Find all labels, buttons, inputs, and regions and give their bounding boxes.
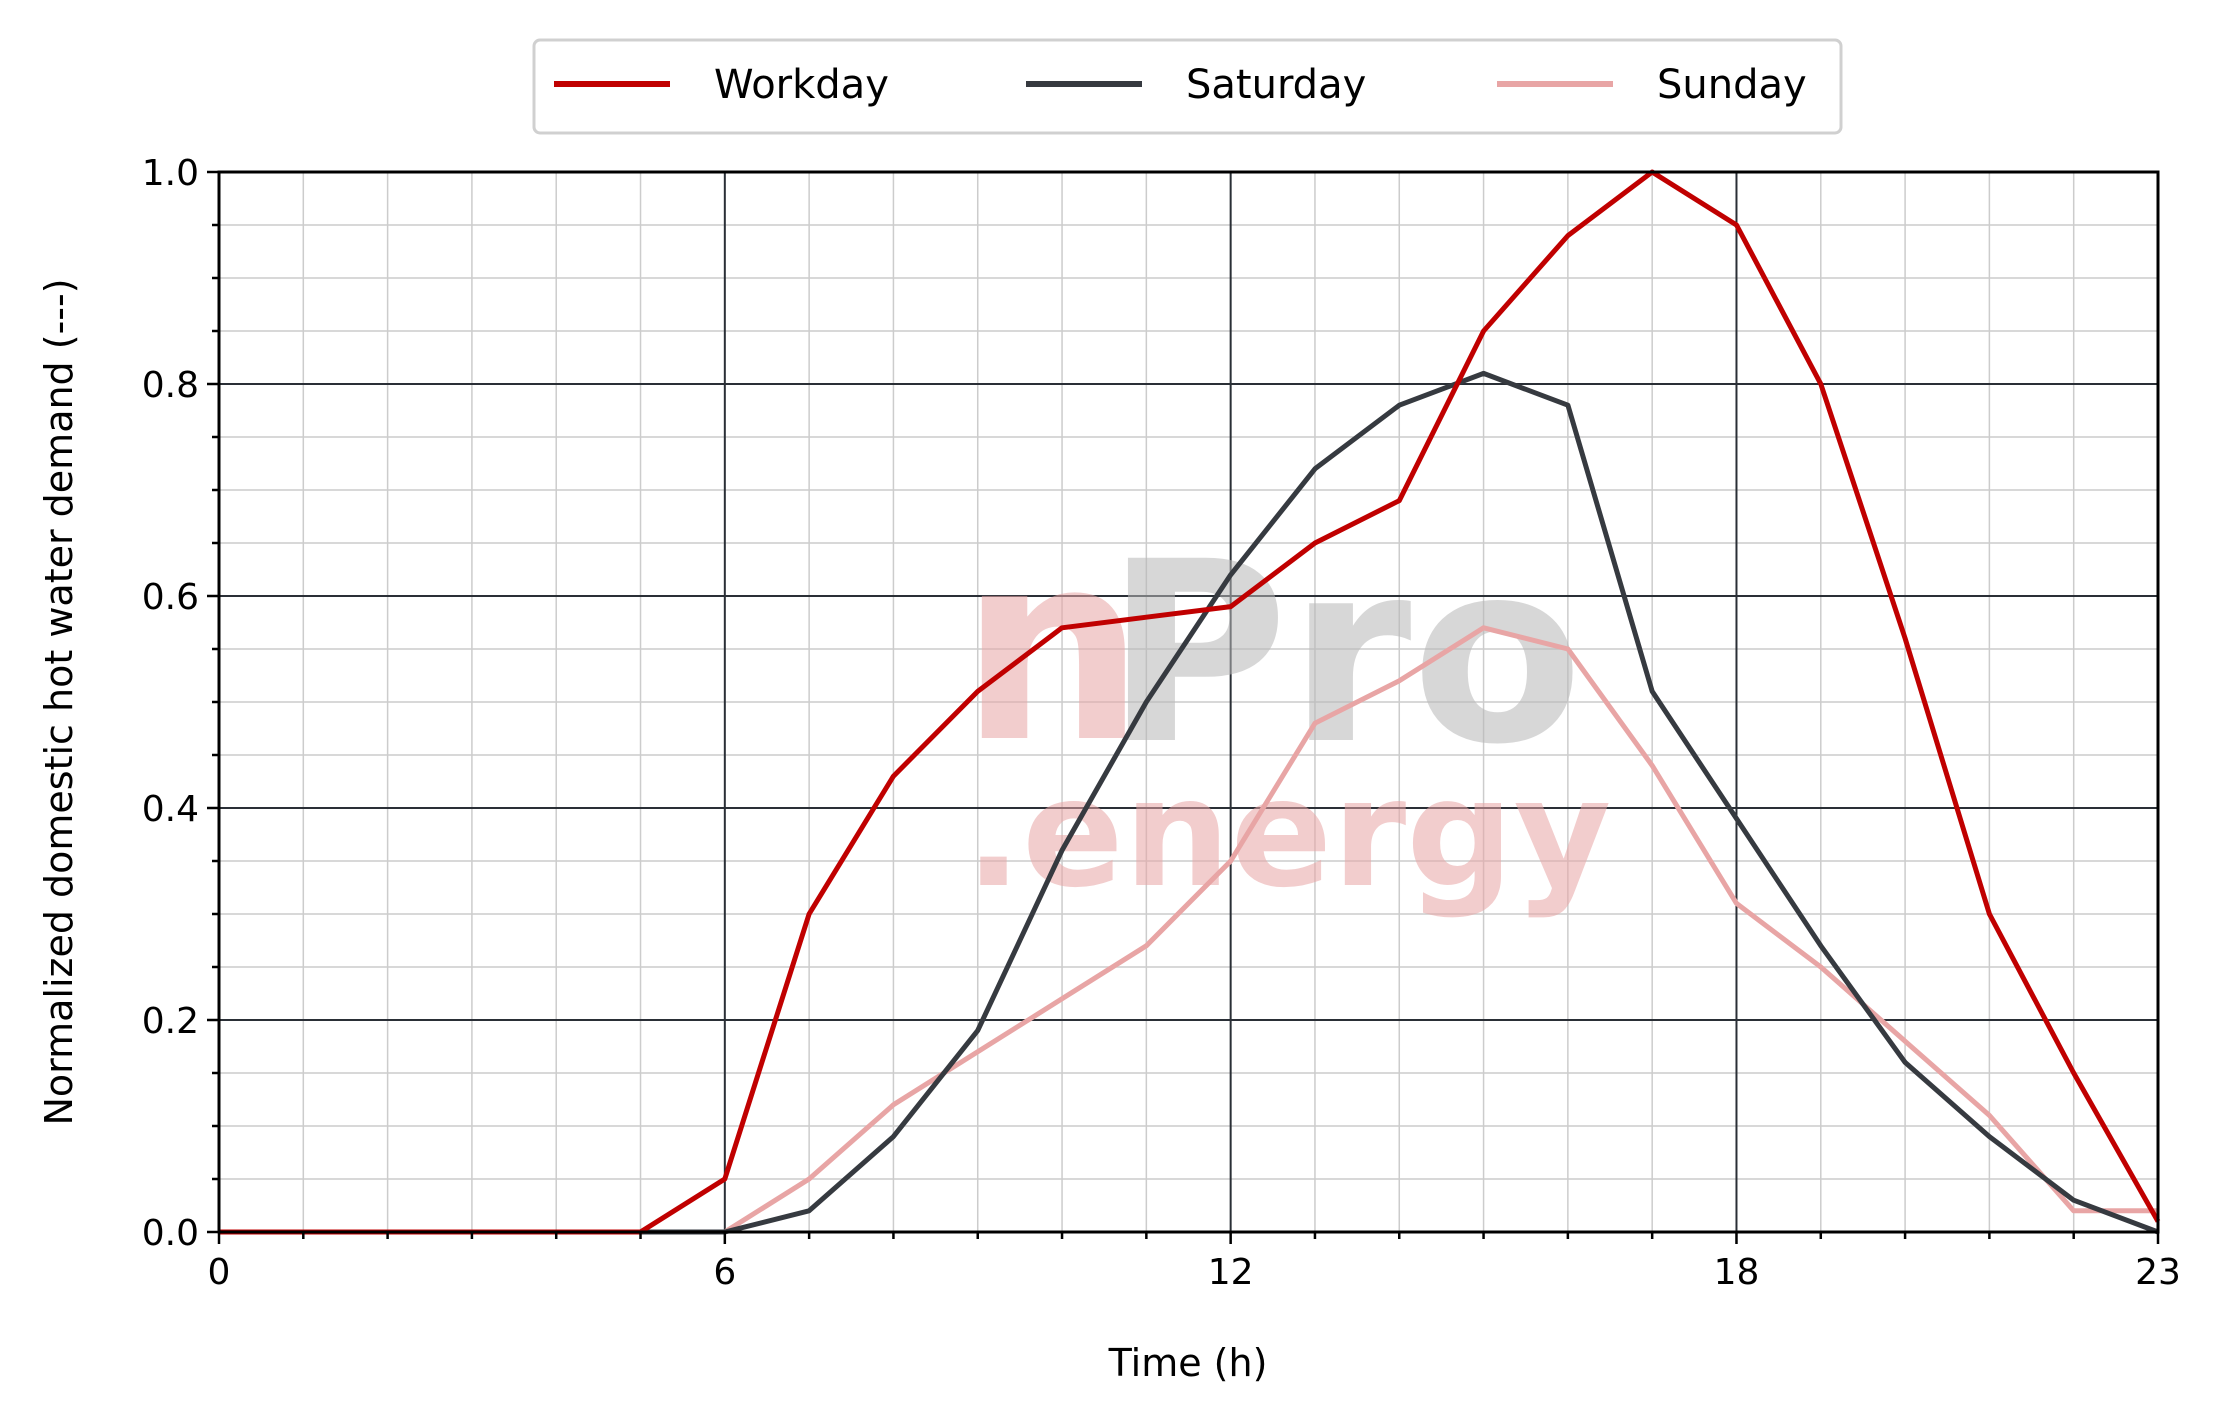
- y-tick-label: 1.0: [142, 153, 199, 194]
- y-axis-ticks: 0.0 0.2 0.4 0.6 0.8 1.0: [142, 153, 219, 1254]
- x-tick-label: 18: [1714, 1252, 1760, 1293]
- x-axis-title: Time (h): [1108, 1341, 1268, 1385]
- x-tick-label: 23: [2135, 1252, 2181, 1293]
- major-grid: [219, 172, 2158, 1232]
- legend-label-saturday: Saturday: [1186, 62, 1366, 108]
- watermark-n: n: [960, 498, 1145, 800]
- y-axis-title: Normalized domestic hot water demand (--…: [37, 278, 81, 1125]
- legend-label-sunday: Sunday: [1657, 62, 1807, 108]
- legend-items: Workday Saturday Sunday: [554, 62, 1807, 108]
- watermark-energy: .energy: [965, 747, 1611, 921]
- legend: Workday Saturday Sunday: [532, 38, 1843, 135]
- legend-label-workday: Workday: [714, 62, 889, 108]
- x-tick-label: 0: [208, 1252, 231, 1293]
- y-tick-label: 0.8: [142, 365, 199, 406]
- legend-box: [532, 38, 1843, 135]
- watermark-pro: Pro: [1105, 508, 1583, 799]
- y-tick-label: 0.0: [142, 1213, 199, 1254]
- y-tick-label: 0.6: [142, 577, 199, 618]
- y-tick-label: 0.2: [142, 1001, 199, 1042]
- x-tick-label: 6: [713, 1252, 736, 1293]
- x-tick-label: 12: [1208, 1252, 1254, 1293]
- y-tick-label: 0.4: [142, 789, 199, 830]
- x-axis-ticks: 0 6 12 18 23: [208, 1232, 2181, 1293]
